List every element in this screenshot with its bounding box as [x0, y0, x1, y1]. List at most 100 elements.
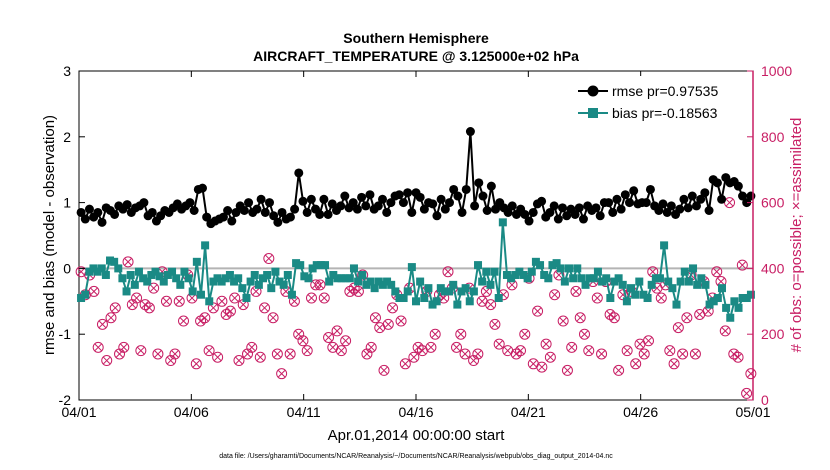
- obs-possible-marker: [109, 302, 121, 314]
- rmse-point: [415, 192, 425, 202]
- rmse-point: [645, 184, 655, 194]
- obs-possible-marker: [540, 338, 552, 350]
- obs-assimilated-marker: [209, 304, 217, 312]
- rmse-point: [189, 205, 199, 215]
- obs-possible-marker: [485, 299, 497, 311]
- bias-point: [387, 280, 396, 289]
- bias-point: [188, 287, 197, 296]
- obs-assimilated-marker: [307, 294, 316, 302]
- obs-possible-marker: [259, 302, 271, 314]
- obs-possible-marker: [536, 361, 548, 373]
- obs-possible-marker: [549, 289, 561, 301]
- obs-assimilated-marker: [137, 347, 145, 355]
- obs-assimilated-marker: [380, 366, 388, 374]
- obs-assimilated-marker: [440, 294, 448, 302]
- bias-point: [581, 280, 590, 289]
- obs-assimilated-marker: [717, 278, 725, 286]
- bias-point: [316, 261, 325, 270]
- obs-possible-marker: [314, 279, 326, 291]
- obs-assimilated-marker: [226, 307, 234, 315]
- obs-assimilated-marker: [371, 314, 380, 322]
- obs-assimilated-marker: [231, 294, 239, 302]
- rmse-point: [323, 209, 333, 219]
- obs-possible-marker: [489, 318, 501, 330]
- bias-point: [461, 284, 470, 293]
- rmse-point: [654, 205, 664, 215]
- rmse-point: [658, 199, 668, 209]
- obs-assimilated-marker: [324, 333, 333, 342]
- bias-point: [155, 272, 164, 281]
- rmse-point: [365, 190, 375, 200]
- bias-point: [676, 277, 685, 286]
- obs-assimilated-marker: [388, 304, 397, 312]
- legend-bias-label: bias pr=-0.18563: [612, 105, 718, 121]
- obs-possible-marker: [331, 325, 343, 337]
- obs-possible-marker: [638, 348, 650, 360]
- bias-point: [370, 284, 379, 293]
- rmse-point: [675, 204, 685, 214]
- obs-possible-marker: [203, 345, 215, 357]
- obs-assimilated-marker: [124, 258, 132, 266]
- bias-point: [238, 284, 247, 293]
- bias-point: [746, 290, 755, 299]
- rmse-point: [260, 207, 270, 217]
- bias-point: [643, 294, 652, 303]
- rmse-point: [319, 194, 329, 204]
- rmse-point: [76, 207, 86, 217]
- rmse-point: [574, 203, 584, 213]
- obs-possible-marker: [378, 364, 390, 376]
- rmse-point: [629, 186, 639, 196]
- obs-assimilated-marker: [743, 389, 751, 397]
- obs-assimilated-marker: [252, 287, 260, 295]
- obs-assimilated-marker: [188, 294, 196, 302]
- obs-possible-marker: [357, 269, 369, 281]
- y2-axis-label: # of obs: o=possible; ×=assimilated: [788, 118, 805, 353]
- obs-possible-marker: [190, 358, 202, 370]
- rmse-point: [327, 199, 337, 209]
- rmse-point: [733, 181, 743, 191]
- rmse-point: [302, 207, 312, 217]
- obs-assimilated-marker: [585, 347, 593, 355]
- obs-assimilated-marker: [286, 350, 294, 358]
- rmse-point: [277, 207, 287, 217]
- rmse-point: [223, 205, 233, 215]
- obs-assimilated-marker: [640, 350, 648, 358]
- bias-point: [717, 284, 726, 293]
- rmse-point: [625, 198, 635, 208]
- rmse-point: [717, 194, 727, 204]
- obs-assimilated-marker: [150, 284, 158, 292]
- bias-point: [445, 287, 454, 296]
- obs-assimilated-marker: [534, 307, 542, 315]
- obs-assimilated-marker: [303, 347, 311, 355]
- rmse-point: [197, 183, 207, 193]
- bias-point: [432, 297, 441, 306]
- obs-possible-marker: [340, 335, 352, 347]
- bias-point: [453, 300, 462, 309]
- bias-point: [205, 297, 214, 306]
- obs-possible-marker: [276, 368, 288, 380]
- obs-assimilated-marker: [248, 343, 256, 351]
- bias-point: [672, 300, 681, 309]
- bias-point: [420, 294, 429, 303]
- obs-assimilated-marker: [683, 314, 691, 322]
- obs-possible-marker: [369, 312, 381, 324]
- chart-subtitle: AIRCRAFT_TEMPERATURE @ 3.125000e+02 hPa: [253, 48, 579, 64]
- rmse-series: [76, 127, 756, 229]
- bias-point: [697, 274, 706, 283]
- rmse-point: [264, 198, 274, 208]
- bias-point: [622, 297, 631, 306]
- bias-point: [680, 267, 689, 276]
- bias-point: [412, 297, 420, 306]
- rmse-point: [641, 198, 651, 208]
- bias-point: [321, 261, 330, 270]
- rmse-point: [449, 184, 459, 194]
- bias-point: [478, 277, 487, 286]
- bias-point: [221, 274, 230, 283]
- obs-possible-marker: [122, 256, 134, 268]
- rmse-point: [507, 201, 517, 211]
- obs-possible-marker: [131, 292, 143, 304]
- bias-point: [536, 261, 545, 270]
- obs-assimilated-marker: [738, 261, 746, 269]
- obs-assimilated-marker: [478, 297, 486, 305]
- obs-assimilated-marker: [179, 317, 188, 325]
